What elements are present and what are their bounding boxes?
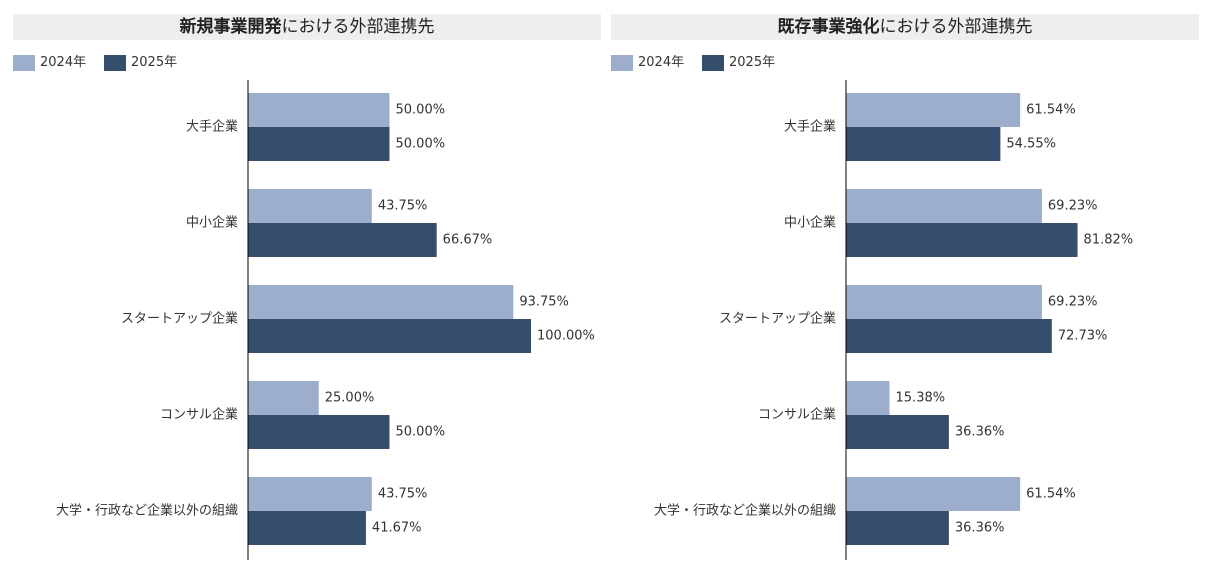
category-label: スタートアップ企業	[121, 311, 238, 327]
bar-2024	[846, 477, 1021, 511]
bar-2024	[248, 381, 319, 415]
bar-2024	[248, 93, 390, 127]
data-label: 50.00%	[396, 425, 446, 440]
bar-chart-existing-business: 大手企業 61.54% 54.55% 中小企業 69.23% 81.82% スタートアップ企…	[654, 80, 1134, 560]
chart-title: 新規事業開発における外部連携先	[13, 14, 601, 40]
data-label: 36.36%	[955, 521, 1005, 536]
chart-title-rest: における外部連携先	[281, 17, 435, 37]
chart-panel-existing-business: 既存事業強化における外部連携先 2024年 2025年 大手企業 61.54% 54…	[611, 0, 1199, 580]
category-label: 大手企業	[186, 119, 238, 135]
bar-2025	[248, 319, 531, 353]
data-label: 15.38%	[896, 391, 946, 406]
category-label: 中小企業	[784, 215, 836, 231]
category-label: 大学・行政など企業以外の組織	[654, 503, 836, 519]
data-label: 100.00%	[537, 329, 595, 344]
legend-swatch-2024	[13, 55, 35, 71]
bar-2024	[846, 285, 1042, 319]
bar-2024	[846, 381, 890, 415]
bar-2024	[248, 285, 514, 319]
legend-label-2025: 2025年	[729, 55, 776, 70]
chart-title-bold: 既存事業強化	[777, 17, 880, 37]
legend-label-2024: 2024年	[40, 55, 87, 70]
legend-swatch-2025	[104, 55, 126, 71]
category-label: スタートアップ企業	[719, 311, 836, 327]
data-label: 50.00%	[396, 103, 446, 118]
bar-2025	[846, 223, 1078, 257]
category-label: 中小企業	[186, 215, 238, 231]
data-label: 43.75%	[378, 199, 428, 214]
bar-2025	[846, 511, 949, 545]
data-label: 25.00%	[325, 391, 375, 406]
data-label: 69.23%	[1048, 199, 1098, 214]
data-label: 93.75%	[519, 295, 569, 310]
legend-label-2025: 2025年	[131, 55, 178, 70]
data-label: 61.54%	[1026, 487, 1076, 502]
data-label: 66.67%	[443, 233, 493, 248]
data-label: 50.00%	[396, 137, 446, 152]
bar-2024	[248, 477, 372, 511]
data-label: 69.23%	[1048, 295, 1098, 310]
chart-title-rest: における外部連携先	[879, 17, 1033, 37]
data-label: 43.75%	[378, 487, 428, 502]
data-label: 41.67%	[372, 521, 422, 536]
data-label: 81.82%	[1084, 233, 1134, 248]
data-label: 54.55%	[1006, 137, 1056, 152]
bar-2025	[248, 415, 390, 449]
legend-swatch-2024	[611, 55, 633, 71]
bar-2024	[846, 189, 1042, 223]
bar-2025	[248, 223, 437, 257]
category-label: 大学・行政など企業以外の組織	[56, 503, 238, 519]
data-label: 72.73%	[1058, 329, 1108, 344]
bar-2025	[248, 511, 366, 545]
bar-2024	[248, 189, 372, 223]
bar-2025	[846, 127, 1001, 161]
data-label: 61.54%	[1026, 103, 1076, 118]
category-label: 大手企業	[784, 119, 836, 135]
data-label: 36.36%	[955, 425, 1005, 440]
bar-2025	[846, 319, 1052, 353]
bar-2024	[846, 93, 1021, 127]
bar-2025	[846, 415, 949, 449]
chart-title-bold: 新規事業開発	[179, 17, 282, 37]
chart-panel-new-business: 新規事業開発における外部連携先 2024年 2025年 大手企業 50.00% 50…	[13, 0, 601, 580]
category-label: コンサル企業	[160, 407, 238, 423]
legend-label-2024: 2024年	[638, 55, 685, 70]
legend-swatch-2025	[702, 55, 724, 71]
bar-2025	[248, 127, 390, 161]
bar-chart-new-business: 大手企業 50.00% 50.00% 中小企業 43.75% 66.67% スタートアップ企…	[56, 80, 595, 560]
chart-title: 既存事業強化における外部連携先	[611, 14, 1199, 40]
category-label: コンサル企業	[758, 407, 836, 423]
